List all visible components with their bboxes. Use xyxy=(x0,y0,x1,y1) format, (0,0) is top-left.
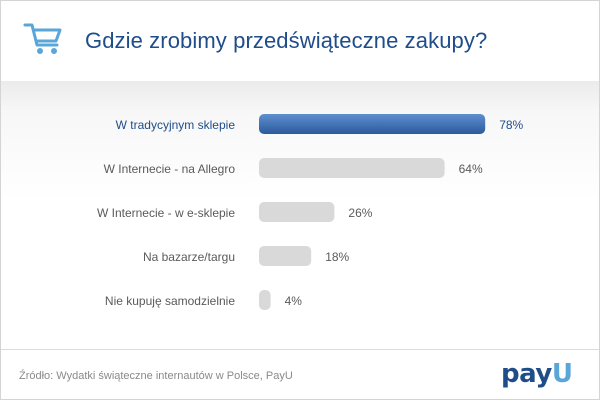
chart-title: Gdzie zrobimy przedświąteczne zakupy? xyxy=(85,28,488,53)
category-label: Nie kupuję samodzielnie xyxy=(105,294,235,308)
category-label: Na bazarze/targu xyxy=(143,250,235,264)
bar xyxy=(259,290,271,310)
value-label: 18% xyxy=(325,250,349,264)
bar xyxy=(259,158,445,178)
value-label: 78% xyxy=(499,118,523,132)
value-label: 26% xyxy=(348,206,372,220)
bar xyxy=(259,202,335,222)
header: Gdzie zrobimy przedświąteczne zakupy? xyxy=(1,1,599,81)
chart-area: W tradycyjnym sklepie 78% W Internecie - n… xyxy=(1,81,599,349)
shopping-cart-icon xyxy=(23,23,62,54)
value-label: 64% xyxy=(459,162,483,176)
category-label: W Internecie - w e-sklepie xyxy=(97,206,235,220)
bar-chart: W tradycyjnym sklepie 78% W Internecie - n… xyxy=(97,114,524,310)
logo-text-pay: pay xyxy=(501,359,552,389)
source-note: Źródło: Wydatki świąteczne internautów w… xyxy=(19,370,293,382)
payu-logo: payU xyxy=(501,359,573,389)
bar xyxy=(259,246,312,266)
footer: Źródło: Wydatki świąteczne internautów w… xyxy=(1,349,599,399)
bar xyxy=(259,114,486,134)
value-label: 4% xyxy=(285,294,303,308)
logo-text-u: U xyxy=(551,359,573,389)
category-label: W tradycyjnym sklepie xyxy=(116,118,236,132)
category-label: W Internecie - na Allegro xyxy=(104,162,236,176)
